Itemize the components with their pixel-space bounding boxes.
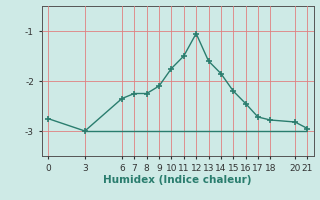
X-axis label: Humidex (Indice chaleur): Humidex (Indice chaleur) [103,175,252,185]
